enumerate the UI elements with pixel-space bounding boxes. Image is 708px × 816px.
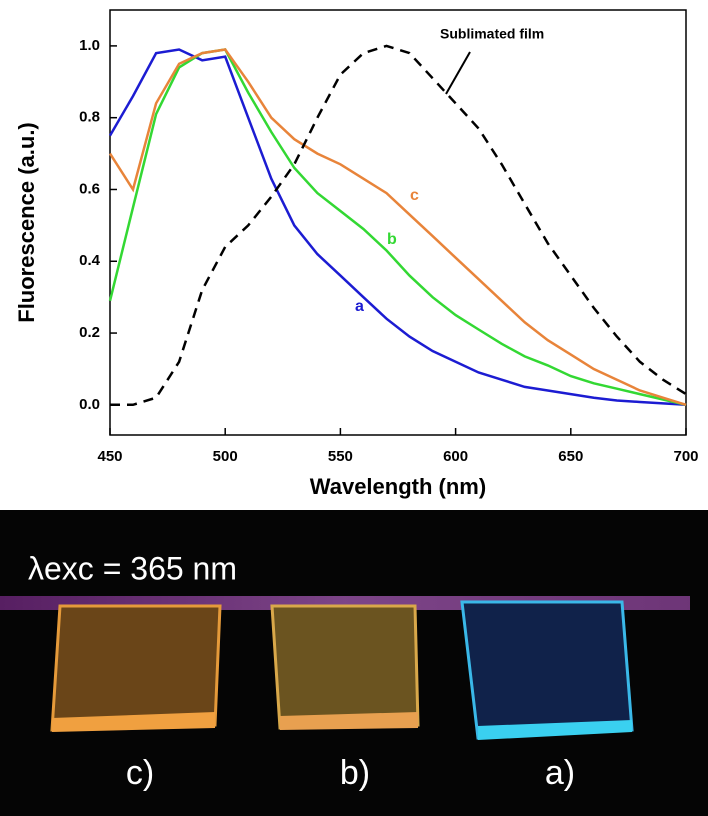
series-label: a xyxy=(355,298,364,315)
x-tick-label: 700 xyxy=(673,448,698,465)
x-tick-label: 500 xyxy=(213,448,238,465)
series-line xyxy=(110,50,686,405)
y-tick-label: 0.8 xyxy=(79,109,100,126)
y-tick-label: 0.4 xyxy=(79,252,101,269)
glass-c xyxy=(52,606,220,730)
leader-line xyxy=(446,52,470,94)
glass-a xyxy=(462,602,632,738)
x-tick-label: 650 xyxy=(558,448,583,465)
figure: λexc = 365 nm 450 500 550 600 650 700 0.0 0.2 0.… xyxy=(0,0,708,816)
series-line xyxy=(110,50,686,405)
x-tick-label: 450 xyxy=(97,448,122,465)
photo-label: a) xyxy=(545,754,575,792)
photo-caption: λexc = 365 nm xyxy=(28,550,237,586)
y-tick-label: 1.0 xyxy=(79,37,100,54)
y-tick-label: 0.0 xyxy=(79,396,100,413)
y-axis-title: Fluorescence (a.u.) xyxy=(14,122,39,323)
x-tick-label: 600 xyxy=(443,448,468,465)
glass-b xyxy=(272,606,418,728)
series-line xyxy=(110,46,686,405)
y-tick-label: 0.6 xyxy=(79,180,100,197)
series-label: b xyxy=(387,231,397,248)
y-tick-label: 0.2 xyxy=(79,324,100,341)
photo-label: c) xyxy=(126,754,154,792)
x-tick-label: 550 xyxy=(328,448,353,465)
photo-label: b) xyxy=(340,754,370,792)
series-label: c xyxy=(410,187,419,204)
series-line xyxy=(110,50,686,405)
x-axis-title: Wavelength (nm) xyxy=(310,474,486,499)
series-label: Sublimated film xyxy=(440,26,544,42)
